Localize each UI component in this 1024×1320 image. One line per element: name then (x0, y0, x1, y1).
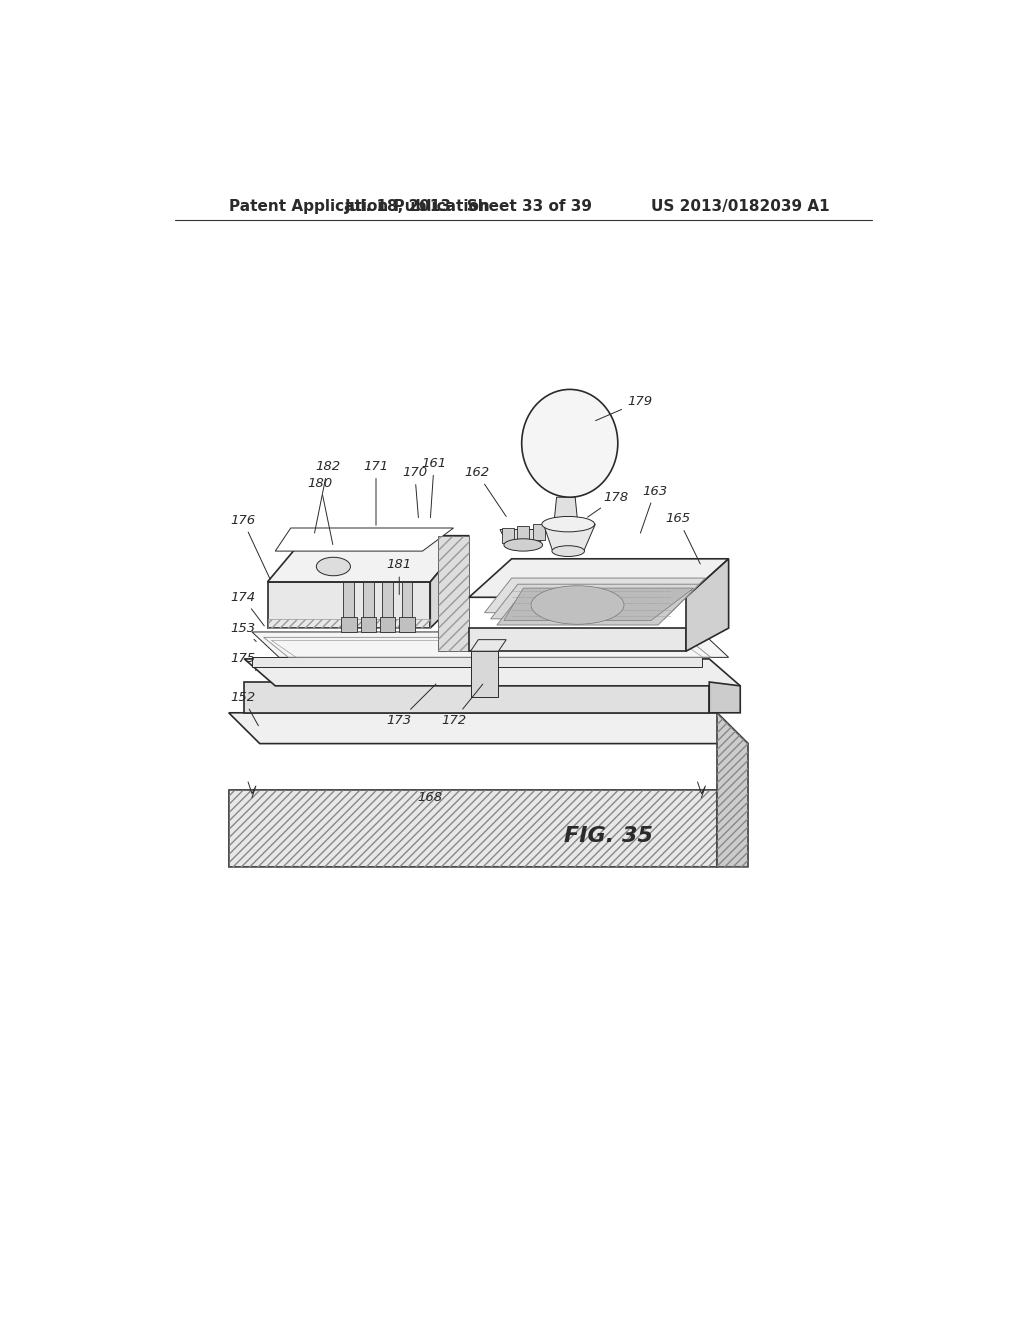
Polygon shape (438, 536, 469, 651)
Text: 161: 161 (422, 457, 446, 517)
Text: 172: 172 (441, 684, 482, 727)
Text: 175: 175 (230, 652, 256, 671)
Polygon shape (469, 628, 686, 651)
Text: 170: 170 (402, 466, 427, 517)
Text: 174: 174 (230, 591, 264, 626)
Ellipse shape (531, 586, 624, 624)
Polygon shape (362, 582, 374, 620)
Polygon shape (500, 529, 547, 545)
Polygon shape (382, 582, 393, 620)
Polygon shape (341, 618, 356, 632)
Polygon shape (497, 590, 693, 626)
Text: 173: 173 (387, 684, 436, 727)
Text: 162: 162 (464, 466, 506, 516)
Text: 181: 181 (387, 558, 412, 594)
Ellipse shape (316, 557, 350, 576)
Text: 171: 171 (364, 459, 388, 525)
Text: Patent Application Publication: Patent Application Publication (228, 198, 489, 214)
Polygon shape (504, 589, 693, 620)
Polygon shape (228, 789, 717, 867)
Text: 152: 152 (230, 690, 258, 726)
Text: 165: 165 (666, 512, 700, 564)
Polygon shape (275, 528, 454, 552)
Polygon shape (343, 582, 354, 620)
Polygon shape (267, 536, 469, 582)
Polygon shape (517, 527, 529, 543)
Text: 178: 178 (588, 491, 629, 517)
Polygon shape (401, 582, 413, 620)
Text: 180: 180 (307, 477, 333, 545)
Text: 153: 153 (230, 622, 256, 642)
Text: FIG. 35: FIG. 35 (564, 826, 653, 846)
Text: 176: 176 (230, 513, 270, 579)
Ellipse shape (521, 389, 617, 498)
Polygon shape (471, 651, 499, 697)
Polygon shape (252, 632, 729, 657)
Polygon shape (554, 498, 578, 520)
Polygon shape (267, 582, 430, 628)
Text: 179: 179 (596, 395, 652, 421)
Polygon shape (490, 585, 699, 619)
Polygon shape (532, 524, 545, 540)
Ellipse shape (504, 539, 543, 552)
Polygon shape (252, 657, 701, 667)
Polygon shape (502, 528, 514, 544)
Ellipse shape (552, 545, 585, 557)
Polygon shape (245, 682, 710, 713)
Polygon shape (399, 618, 415, 632)
Polygon shape (710, 682, 740, 713)
Polygon shape (430, 536, 469, 628)
Polygon shape (686, 558, 729, 651)
Text: US 2013/0182039 A1: US 2013/0182039 A1 (651, 198, 829, 214)
Text: 168: 168 (418, 791, 442, 804)
Polygon shape (360, 618, 376, 632)
Polygon shape (245, 659, 740, 686)
Text: 163: 163 (640, 484, 668, 533)
Text: Jul. 18, 2013   Sheet 33 of 39: Jul. 18, 2013 Sheet 33 of 39 (345, 198, 593, 214)
Polygon shape (484, 578, 706, 612)
Polygon shape (471, 640, 506, 651)
Polygon shape (544, 524, 595, 552)
Ellipse shape (542, 516, 595, 532)
Polygon shape (228, 713, 748, 743)
Polygon shape (469, 558, 729, 597)
Polygon shape (380, 618, 395, 632)
Text: 182: 182 (314, 459, 341, 533)
Polygon shape (717, 713, 748, 867)
